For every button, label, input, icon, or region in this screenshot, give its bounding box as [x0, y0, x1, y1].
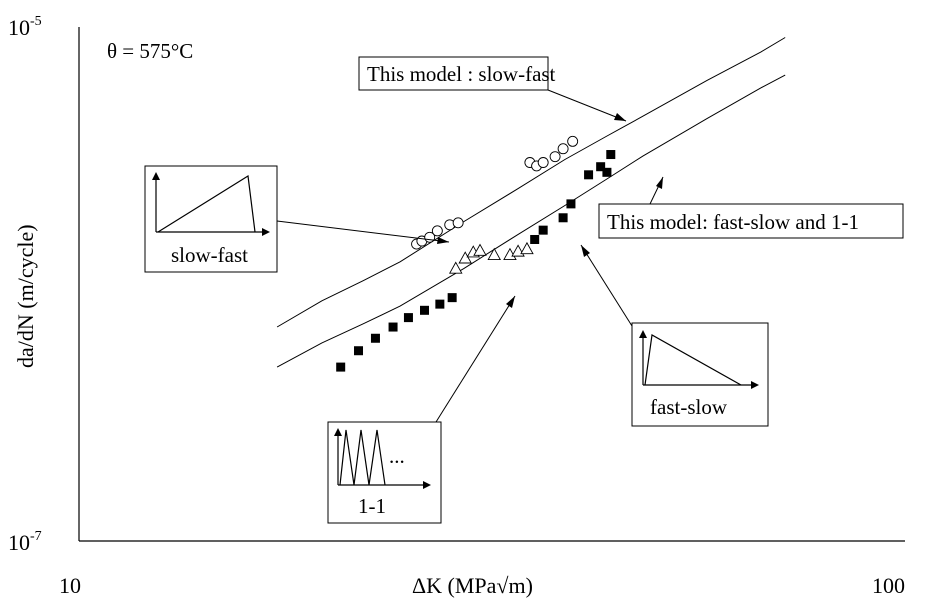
arrowhead-fast-slow-inset: [581, 245, 590, 257]
label-fast-slow-model: This model: fast-slow and 1-1: [598, 203, 904, 239]
marker-slow-fast-11: [567, 135, 579, 147]
marker-1-1-0: [458, 251, 472, 264]
inset-box-slow-fast: [144, 165, 278, 273]
marker-fast-slow-15: [606, 150, 616, 160]
x-tick-label-10: 10: [59, 573, 81, 598]
label-slow-fast-model: This model : slow-fast: [358, 56, 556, 91]
inset-slow-fast: slow-fast: [144, 165, 278, 273]
arrowhead-slow-fast-model: [614, 113, 626, 121]
label-box-fast-slow-model: [598, 203, 904, 239]
marker-1-1-7: [448, 261, 463, 274]
label-text-fast-slow-model: This model: fast-slow and 1-1: [607, 210, 859, 234]
marker-1-1-2: [473, 243, 487, 256]
inset-1-1-waveform: [339, 429, 386, 486]
leader-lines: [276, 89, 664, 423]
marker-fast-slow-0: [336, 362, 346, 372]
marker-fast-slow-7: [447, 293, 457, 303]
marker-slow-fast-10: [557, 143, 569, 155]
inset-slow-fast-x-arrow: [262, 228, 270, 236]
marker-slow-fast-5: [452, 217, 464, 229]
marker-fast-slow-9: [538, 225, 548, 235]
model-curves: [276, 37, 786, 368]
inset-fast-slow-y-arrow: [639, 330, 647, 338]
inset-1-1-label: 1-1: [358, 494, 386, 518]
marker-fast-slow-13: [596, 162, 606, 172]
marker-fast-slow-11: [566, 199, 576, 209]
axes: [78, 27, 905, 542]
marker-1-1-6: [520, 241, 534, 255]
x-axis-label: ΔK (MPa√m): [412, 573, 533, 598]
model-curve-slow-fast: [276, 37, 786, 328]
x-tick-label-100: 100: [872, 573, 905, 598]
marker-fast-slow-4: [403, 313, 413, 323]
inset-slow-fast-waveform: [157, 174, 256, 233]
marker-fast-slow-5: [420, 305, 430, 315]
marker-fast-slow-10: [558, 213, 568, 223]
y-tick-label-bottom: 10-7: [8, 529, 42, 555]
inset-slow-fast-label: slow-fast: [171, 243, 248, 267]
marker-fast-slow-3: [388, 322, 398, 332]
inset-box-fast-slow: [631, 322, 769, 427]
marker-fast-slow-1: [354, 346, 364, 356]
inset-fast-slow-x-arrow: [751, 381, 759, 389]
inset-fast-slow-label: fast-slow: [650, 395, 728, 419]
arrowhead-1-1-inset: [506, 296, 515, 308]
y-axis-label: da/dN (m/cycle): [13, 224, 38, 368]
marker-fast-slow-8: [530, 234, 540, 244]
marker-slow-fast-9: [549, 151, 561, 163]
leader-fast-slow-inset: [580, 244, 633, 327]
leader-1-1-inset: [435, 295, 516, 423]
marker-fast-slow-14: [602, 167, 612, 177]
inset-1-1-ellipsis: ...: [389, 444, 405, 468]
inset-fast-slow: fast-slow: [631, 322, 769, 427]
arrowhead-fast-slow-model: [656, 177, 663, 189]
inset-fast-slow-waveform: [644, 334, 742, 386]
marker-1-1-3: [487, 247, 502, 260]
inset-1-1-y-arrow: [334, 428, 342, 436]
label-box-slow-fast-model: [358, 56, 549, 91]
inset-1-1: ... 1-1: [327, 421, 442, 524]
leader-slow-fast-inset: [276, 220, 450, 243]
marker-fast-slow-2: [370, 333, 380, 343]
marker-fast-slow-6: [435, 299, 445, 309]
y-tick-label-top: 10-5: [8, 14, 42, 40]
inset-slow-fast-y-arrow: [152, 172, 160, 180]
marker-fast-slow-12: [584, 170, 594, 180]
label-text-slow-fast-model: This model : slow-fast: [367, 62, 556, 86]
leader-slow-fast-model: [547, 89, 627, 122]
marker-slow-fast-8: [537, 157, 549, 168]
marker-slow-fast-3: [431, 225, 443, 237]
data-markers: [336, 135, 616, 372]
temperature-label: θ = 575°C: [107, 39, 193, 63]
inset-1-1-x-arrow: [423, 481, 431, 489]
model-curve-fast-slow-and-1-1: [276, 74, 786, 368]
arrowhead-slow-fast-inset: [437, 237, 449, 244]
